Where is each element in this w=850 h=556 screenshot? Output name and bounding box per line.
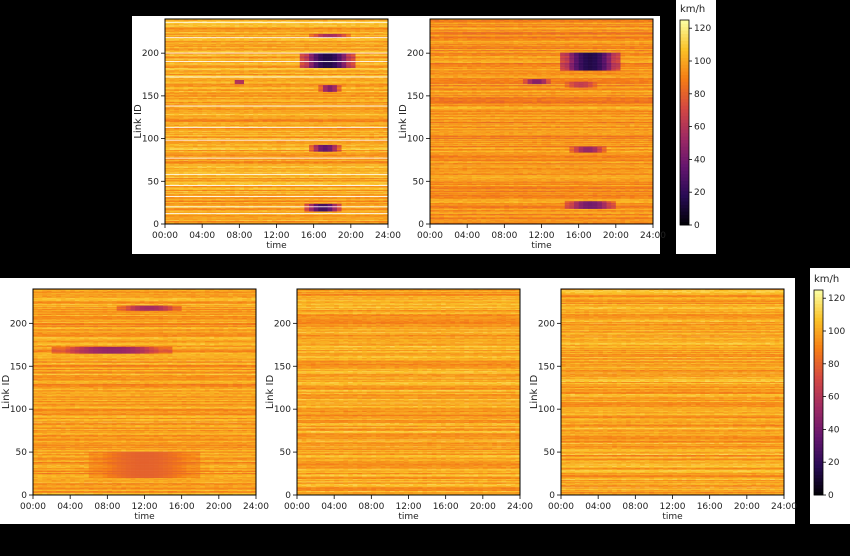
heatmap-cells	[165, 19, 388, 224]
heatmap-panel-1: 00:00 04:00 08:00 12:00 16:00 20:00 24:00time0…	[133, 19, 401, 251]
